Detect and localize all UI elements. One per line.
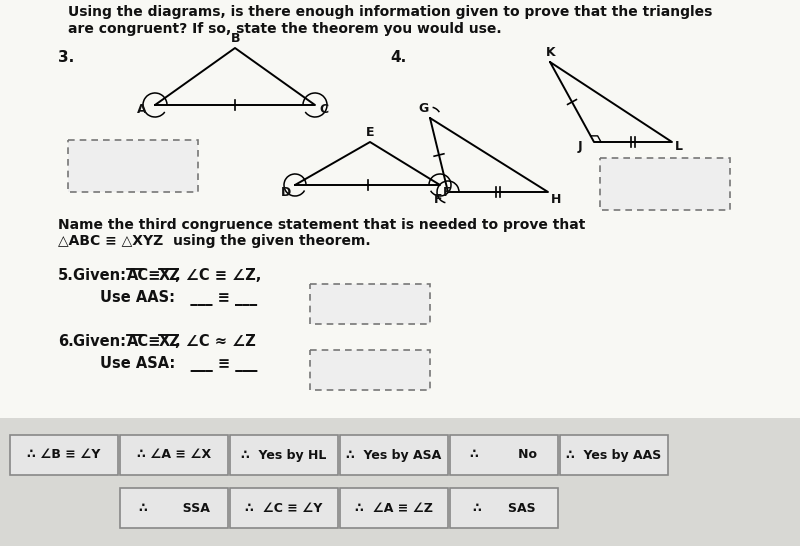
Text: AC: AC [127,334,149,349]
Text: , ∠C ≈ ∠Z: , ∠C ≈ ∠Z [175,334,256,349]
Bar [120,435,228,475]
Text: ∴        SSA: ∴ SSA [138,501,210,514]
Bar [68,140,198,192]
Text: ∴  Yes by AAS: ∴ Yes by AAS [566,448,662,461]
Text: 6.: 6. [58,334,74,349]
Text: J: J [578,140,582,153]
Bar [230,435,338,475]
Text: are congruent? If so, state the theorem you would use.: are congruent? If so, state the theorem … [68,22,502,36]
Text: H: H [551,193,562,206]
Text: 4.: 4. [390,50,406,65]
Text: Name the third congruence statement that is needed to prove that: Name the third congruence statement that… [58,218,586,232]
Text: B: B [231,32,241,45]
Text: XZ: XZ [159,268,181,283]
Bar [450,435,558,475]
Text: Given:: Given: [73,334,131,349]
Bar [310,350,430,390]
Text: F: F [443,186,451,199]
Text: C: C [319,103,328,116]
Bar [310,284,430,324]
Text: ≡: ≡ [143,268,166,283]
Text: ∴  ∠C ≡ ∠Y: ∴ ∠C ≡ ∠Y [246,501,322,514]
Text: 5.: 5. [58,268,74,283]
Text: ∴      SAS: ∴ SAS [473,501,535,514]
Bar [10,435,118,475]
Text: Use ASA:   ___ ≡ ___: Use ASA: ___ ≡ ___ [100,356,258,372]
Text: Use AAS:   ___ ≡ ___: Use AAS: ___ ≡ ___ [100,290,257,306]
Bar [120,488,228,528]
Text: L: L [675,140,683,153]
Text: 3.: 3. [58,50,74,65]
Bar [560,435,668,475]
Text: ∴  ∠A ≡ ∠Z: ∴ ∠A ≡ ∠Z [355,501,433,514]
Text: ∴  Yes by HL: ∴ Yes by HL [242,448,326,461]
Text: ∴ ∠A ≡ ∠X: ∴ ∠A ≡ ∠X [137,448,211,461]
Text: ∴ ∠B ≡ ∠Y: ∴ ∠B ≡ ∠Y [27,448,101,461]
Text: E: E [366,126,374,139]
Text: F: F [434,193,442,206]
Text: ∴         No: ∴ No [470,448,538,461]
Text: ≡: ≡ [143,334,166,349]
Text: XZ: XZ [159,334,181,349]
Bar [450,488,558,528]
Text: Given:: Given: [73,268,131,283]
Text: D: D [281,186,291,199]
Bar [340,435,448,475]
Bar [340,488,448,528]
Text: ∴  Yes by ASA: ∴ Yes by ASA [346,448,442,461]
Text: , ∠C ≡ ∠Z,: , ∠C ≡ ∠Z, [175,268,262,283]
Bar [0,418,800,546]
Text: AC: AC [127,268,149,283]
Text: Using the diagrams, is there enough information given to prove that the triangle: Using the diagrams, is there enough info… [68,5,712,19]
Text: A: A [137,103,146,116]
Text: K: K [546,46,556,59]
Text: △ABC ≡ △XYZ  using the given theorem.: △ABC ≡ △XYZ using the given theorem. [58,234,370,248]
Bar [0,0,800,420]
Bar [600,158,730,210]
Bar [230,488,338,528]
Text: G: G [418,102,428,115]
